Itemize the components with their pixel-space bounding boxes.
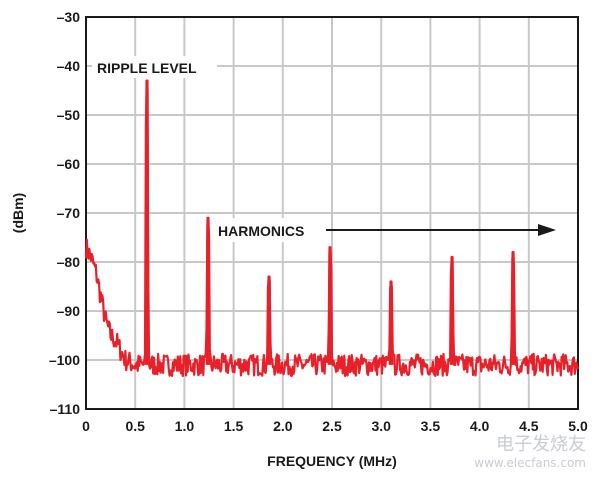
harmonic-peak	[327, 246, 333, 365]
watermark: 电子发烧友 www.elecfans.com	[474, 430, 586, 470]
harmonic-peak	[144, 79, 150, 365]
ripple-level-label: RIPPLE LEVEL	[97, 60, 197, 76]
watermark-cn: 电子发烧友	[496, 434, 586, 455]
harmonics-label: HARMONICS	[218, 223, 304, 239]
harmonics-arrow-head	[538, 224, 556, 236]
harmonic-peak	[510, 251, 516, 365]
y-tick-label: –70	[57, 205, 81, 221]
plot-frame	[85, 16, 579, 410]
harmonics-label-bg	[215, 218, 325, 242]
harmonic-peak	[205, 216, 211, 365]
x-tick-label: 3.0	[371, 418, 391, 434]
y-axis-label: (dBm)	[10, 193, 26, 233]
y-tick-label: –100	[49, 352, 80, 368]
y-tick-label: –60	[57, 156, 81, 172]
x-tick-label: 5.0	[568, 418, 588, 434]
ripple-label-bg	[92, 56, 217, 78]
harmonic-peak	[266, 275, 272, 365]
y-tick-label: –50	[57, 107, 81, 123]
harmonic-peak	[388, 280, 394, 365]
x-tick-label: 1.5	[224, 418, 244, 434]
y-tick-label: –110	[50, 401, 81, 417]
x-tick-label: 2.5	[322, 418, 342, 434]
x-tick-label: 0	[82, 418, 90, 434]
tick-labels: 0 0.5 1.0 1.5 2.0 2.5 3.0 3.5 4.0 4.5 5.0 –30 –40 –50…	[49, 9, 588, 434]
x-tick-label: 1.0	[175, 418, 195, 434]
watermark-url: www.elecfans.com	[474, 456, 586, 470]
x-axis-label: FREQUENCY (MHz)	[267, 453, 397, 469]
y-tick-label: –90	[57, 303, 81, 319]
harmonic-peak	[449, 255, 455, 365]
y-tick-label: –40	[57, 58, 81, 74]
y-tick-label: –80	[57, 254, 81, 270]
x-tick-label: 2.0	[273, 418, 293, 434]
x-tick-label: 4.0	[470, 418, 490, 434]
x-tick-label: 4.5	[519, 418, 539, 434]
y-tick-label: –30	[57, 9, 81, 25]
x-tick-label: 3.5	[421, 418, 441, 434]
x-tick-label: 0.5	[125, 418, 145, 434]
